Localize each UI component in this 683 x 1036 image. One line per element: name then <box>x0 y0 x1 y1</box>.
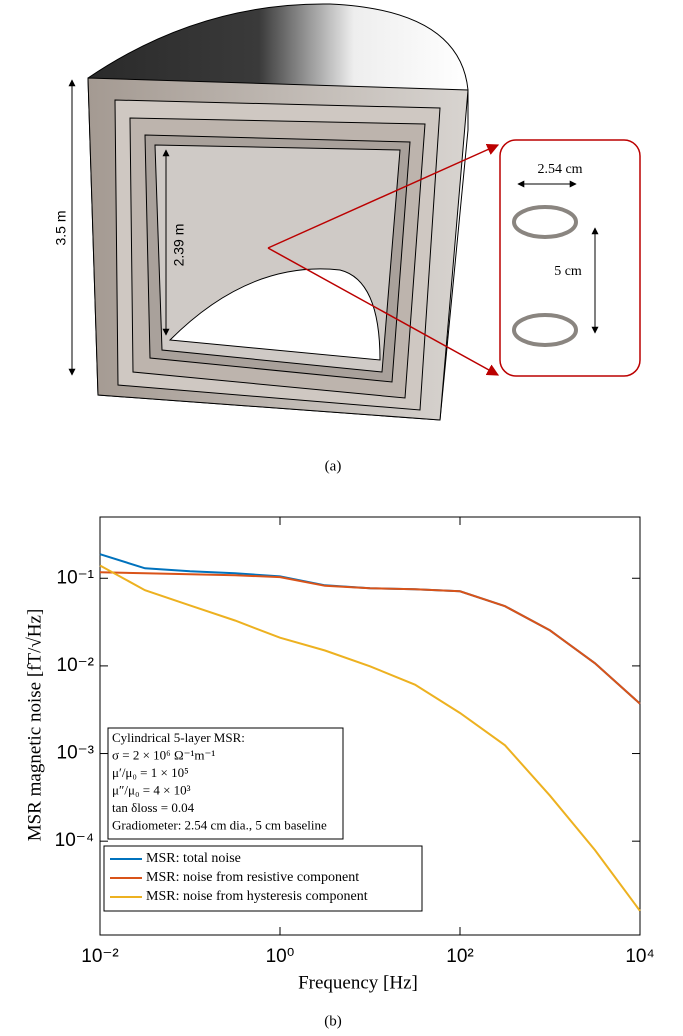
annotation-text: Cylindrical 5-layer MSR: <box>112 730 245 745</box>
dimension-label: 2.54 cm <box>537 162 582 177</box>
caption: (b) <box>324 1013 342 1029</box>
dimension-label: 5 cm <box>554 264 582 279</box>
shield-drawing <box>87 3 469 421</box>
legend-label: MSR: noise from hysteresis component <box>146 889 368 904</box>
annotation-text: μ′/μ₀ = 1 × 10⁵ <box>112 765 189 780</box>
dimension-label: 2.39 m <box>171 224 187 267</box>
annotation-text: tan δloss = 0.04 <box>112 800 195 815</box>
zoom-callout <box>267 139 641 377</box>
dimension-label: 3.5 m <box>53 210 69 245</box>
legend-label: MSR: total noise <box>146 851 241 866</box>
y-tick-label: 10⁻¹ <box>57 567 95 588</box>
y-tick-label: 10⁻² <box>57 655 95 676</box>
x-tick-label: 10⁻² <box>81 946 119 967</box>
y-tick-label: 10⁻³ <box>57 743 95 764</box>
y-axis-label: MSR magnetic noise [fT/√Hz] <box>24 609 45 842</box>
series-line <box>99 564 641 912</box>
legend-label: MSR: noise from resistive component <box>146 870 359 885</box>
annotation-text: Gradiometer: 2.54 cm dia., 5 cm baseline <box>112 817 327 832</box>
x-tick-label: 10⁰ <box>266 946 295 967</box>
y-tick-label: 10⁻⁴ <box>55 830 94 851</box>
legend-box <box>103 845 423 912</box>
annotation-text: μ″/μ₀ = 4 × 10³ <box>112 782 191 797</box>
x-tick-label: 10² <box>446 946 473 967</box>
x-tick-label: 10⁴ <box>625 946 654 967</box>
annotation-box <box>107 727 344 840</box>
annotation-text: σ = 2 × 10⁶ Ω⁻¹m⁻¹ <box>112 747 215 762</box>
series-line <box>99 571 641 705</box>
x-axis-label: Frequency [Hz] <box>298 972 418 993</box>
caption: (a) <box>325 458 342 474</box>
